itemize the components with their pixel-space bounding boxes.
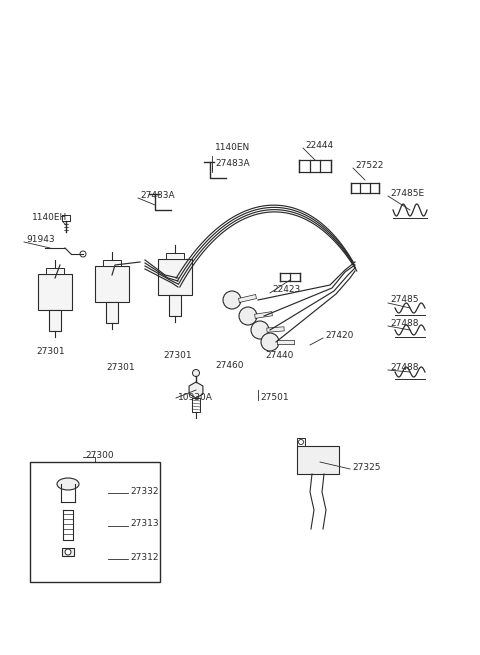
Circle shape bbox=[65, 549, 71, 555]
Text: 27483A: 27483A bbox=[215, 159, 250, 168]
Circle shape bbox=[261, 333, 279, 351]
Ellipse shape bbox=[57, 478, 79, 490]
Text: 27460: 27460 bbox=[215, 360, 243, 369]
Text: 27301: 27301 bbox=[106, 364, 134, 373]
Text: 27301: 27301 bbox=[36, 348, 65, 356]
Text: 10930A: 10930A bbox=[178, 394, 213, 403]
Bar bbox=[106, 302, 119, 323]
Text: 27522: 27522 bbox=[355, 160, 384, 170]
Text: 27420: 27420 bbox=[325, 331, 353, 339]
Circle shape bbox=[223, 291, 241, 309]
Text: 27485: 27485 bbox=[390, 295, 419, 305]
Text: 1140EN: 1140EN bbox=[215, 143, 250, 153]
Bar bbox=[297, 446, 339, 474]
Text: 27488: 27488 bbox=[390, 318, 419, 328]
Text: 27485E: 27485E bbox=[390, 189, 424, 198]
Bar bbox=[95, 266, 129, 302]
Circle shape bbox=[239, 307, 257, 325]
Bar bbox=[48, 310, 61, 331]
Text: 27440: 27440 bbox=[265, 350, 293, 360]
Circle shape bbox=[192, 369, 200, 377]
Text: 27325: 27325 bbox=[352, 462, 381, 472]
Circle shape bbox=[251, 321, 269, 339]
Text: 27313: 27313 bbox=[130, 519, 158, 529]
Bar bbox=[38, 274, 72, 310]
Text: 27501: 27501 bbox=[260, 394, 288, 403]
Bar bbox=[62, 548, 74, 556]
Bar bbox=[168, 295, 181, 316]
Bar bbox=[166, 253, 184, 259]
Text: 22444: 22444 bbox=[305, 141, 333, 149]
Text: 27301: 27301 bbox=[163, 350, 192, 360]
Bar bbox=[103, 260, 121, 266]
Circle shape bbox=[299, 440, 303, 445]
Bar bbox=[46, 268, 64, 274]
Bar bbox=[30, 462, 160, 582]
Text: 27312: 27312 bbox=[130, 553, 158, 563]
Bar bbox=[297, 438, 305, 446]
Text: 1140EH: 1140EH bbox=[32, 214, 67, 223]
Text: 27332: 27332 bbox=[130, 487, 158, 496]
Text: 91943: 91943 bbox=[26, 236, 55, 244]
Text: 22423: 22423 bbox=[272, 286, 300, 295]
Circle shape bbox=[80, 251, 86, 257]
Bar bbox=[158, 259, 192, 295]
Text: 27488: 27488 bbox=[390, 364, 419, 373]
Text: 27300: 27300 bbox=[85, 451, 114, 460]
Text: 27483A: 27483A bbox=[140, 191, 175, 200]
